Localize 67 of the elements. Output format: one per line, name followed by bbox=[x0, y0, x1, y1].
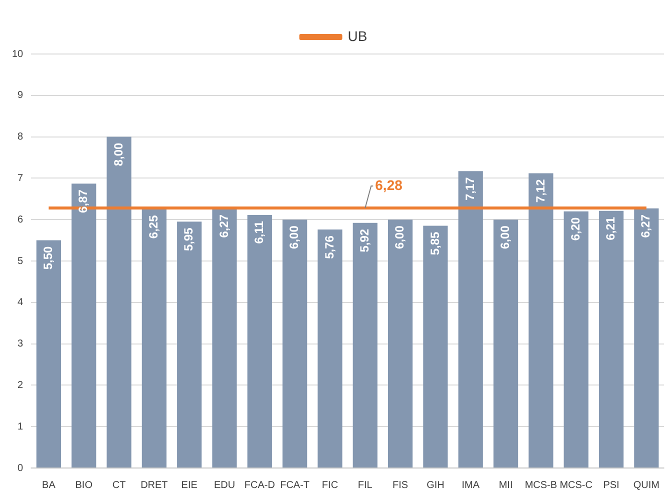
bar bbox=[106, 136, 132, 468]
y-tick-label: 10 bbox=[12, 48, 24, 60]
x-tick-label: FIL bbox=[358, 480, 373, 491]
bar bbox=[458, 171, 483, 468]
bar bbox=[528, 173, 554, 468]
data-label: 6,00 bbox=[287, 225, 302, 249]
data-label: 6,11 bbox=[252, 220, 266, 244]
data-label: 7,17 bbox=[462, 176, 477, 201]
x-tick-label: BIO bbox=[75, 480, 93, 491]
bar bbox=[388, 220, 413, 468]
data-label: 6,25 bbox=[146, 214, 160, 239]
data-label: 6,00 bbox=[498, 225, 512, 249]
data-label: 5,85 bbox=[428, 231, 442, 256]
x-tick-label: MII bbox=[498, 480, 513, 491]
x-tick-label: DRET bbox=[140, 480, 168, 491]
data-label: 7,12 bbox=[533, 178, 548, 203]
y-tick-label: 6 bbox=[18, 214, 24, 226]
bar bbox=[564, 211, 588, 468]
bar bbox=[318, 230, 342, 468]
x-tick-label: FCA-T bbox=[280, 480, 310, 491]
bar bbox=[423, 226, 448, 468]
bar bbox=[634, 208, 659, 468]
data-label: 5,95 bbox=[182, 227, 196, 252]
x-tick-label: PSI bbox=[603, 480, 620, 491]
bar bbox=[598, 210, 624, 468]
data-label: 6,00 bbox=[392, 225, 407, 249]
y-tick-label: 7 bbox=[18, 172, 24, 184]
data-label: 5,92 bbox=[357, 228, 372, 252]
data-label: 6,87 bbox=[76, 189, 90, 213]
bar bbox=[142, 209, 166, 468]
x-tick-label: CT bbox=[112, 480, 126, 491]
bar bbox=[72, 184, 96, 468]
x-tick-label: FIS bbox=[392, 480, 408, 491]
bar bbox=[36, 240, 62, 468]
y-tick-label: 1 bbox=[18, 421, 24, 432]
y-tick-label: 8 bbox=[18, 132, 24, 143]
bar bbox=[352, 222, 378, 468]
data-label: 5,76 bbox=[322, 235, 336, 259]
y-tick-label: 3 bbox=[18, 338, 24, 350]
bar bbox=[177, 222, 202, 468]
x-tick-label: FCA-D bbox=[244, 480, 275, 491]
y-tick-label: 0 bbox=[18, 462, 24, 474]
bar bbox=[493, 220, 518, 468]
bar bbox=[212, 208, 237, 468]
y-tick-label: 9 bbox=[18, 90, 24, 102]
x-tick-label: GIH bbox=[426, 480, 444, 491]
annotation: 6,28 bbox=[375, 176, 403, 193]
x-tick-label: MCS-B bbox=[524, 480, 558, 491]
x-tick-label: QUIM bbox=[633, 480, 660, 491]
data-label: 6,27 bbox=[216, 214, 231, 238]
data-label: 6,21 bbox=[604, 216, 618, 240]
y-tick-label: 5 bbox=[18, 256, 24, 267]
x-tick-label: BA bbox=[42, 480, 56, 491]
bar bbox=[282, 220, 308, 468]
y-tick-label: 2 bbox=[18, 380, 24, 391]
x-tick-label: EDU bbox=[214, 480, 236, 491]
x-tick-label: IMA bbox=[462, 480, 480, 491]
data-label: 6,27 bbox=[638, 214, 653, 238]
data-label: 5,50 bbox=[41, 246, 56, 270]
data-label: 6,20 bbox=[568, 217, 582, 241]
legend-label: UB bbox=[348, 28, 368, 44]
x-tick-label: EIE bbox=[181, 480, 198, 491]
x-tick-label: FIC bbox=[322, 480, 338, 491]
bar bbox=[247, 215, 272, 468]
x-tick-label: MCS-C bbox=[560, 480, 592, 491]
y-tick-label: 4 bbox=[18, 297, 24, 308]
data-label: 8,00 bbox=[111, 142, 126, 166]
